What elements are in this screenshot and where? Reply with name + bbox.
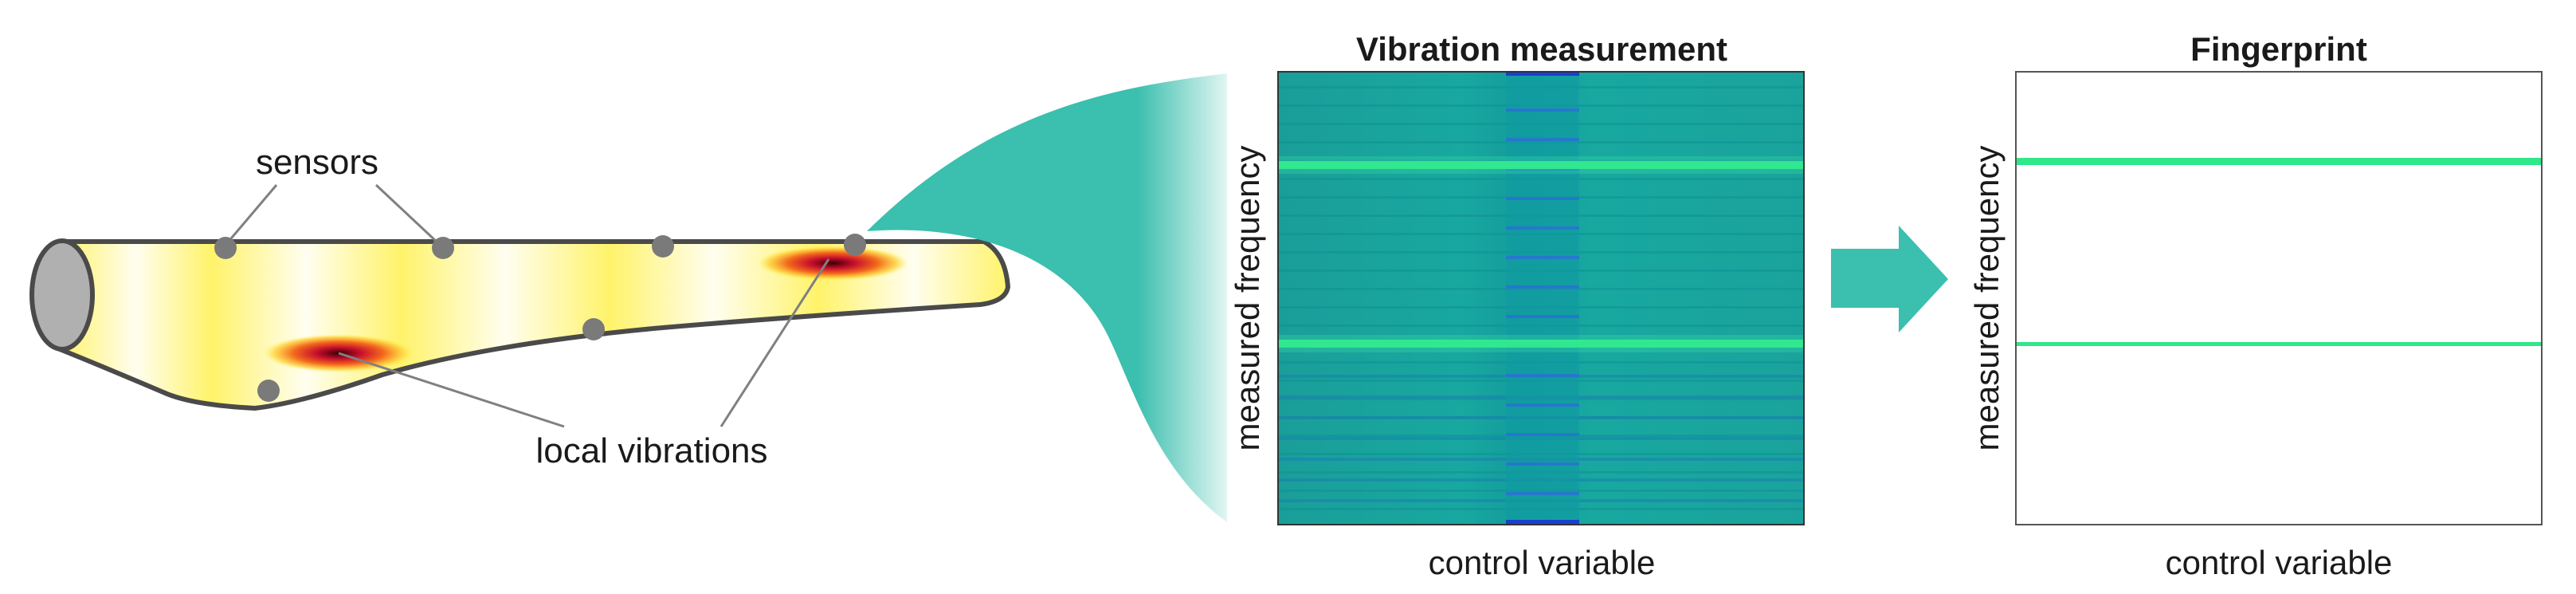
sensors xyxy=(214,234,866,402)
sensor-dot xyxy=(257,380,280,402)
heatmap-stripe-mark xyxy=(1506,226,1579,230)
heatmap-stripe-mark xyxy=(1506,285,1579,289)
fingerprint-title: Fingerprint xyxy=(2190,30,2367,68)
right-arrow xyxy=(1831,226,1948,332)
heatmap-resonance-glow xyxy=(1278,335,1804,352)
heatmap-stripe-edge xyxy=(1506,72,1579,76)
measurement-title: Vibration measurement xyxy=(1356,30,1727,68)
heatmap-stripe-mark xyxy=(1506,138,1579,141)
heatmap-resonance-line xyxy=(1278,340,1804,348)
local-vibration-hotspot xyxy=(757,246,908,281)
wind-turbine-blade: sensors local vibrations xyxy=(29,143,1011,470)
heatmap-stripe-mark xyxy=(1506,462,1579,466)
heatmap-resonance-glow xyxy=(1278,156,1804,174)
measurement-y-label: measured frequency xyxy=(1229,146,1266,451)
blade-root-cap xyxy=(29,238,95,352)
sensor-dot xyxy=(582,318,605,340)
heatmap-stripe-mark xyxy=(1506,197,1579,200)
heatmap-stripe-edge xyxy=(1506,520,1579,525)
local-vibrations-label: local vibrations xyxy=(535,431,767,470)
fingerprint-y-label: measured frequency xyxy=(1968,146,2006,451)
vibration-measurement-panel: Vibration measurement measured frequency… xyxy=(1229,30,1805,581)
heatmap-stripe-mark xyxy=(1506,374,1579,377)
fingerprint-plot xyxy=(2015,71,2543,525)
heatmap-stripe-mark xyxy=(1506,403,1579,407)
heatmap-stripe-mark xyxy=(1506,108,1579,112)
sensor-dot xyxy=(214,237,237,259)
fingerprint-x-label: control variable xyxy=(2166,544,2393,581)
funnel-shape xyxy=(867,73,1227,522)
leader-lines xyxy=(225,183,830,428)
sensor-dot xyxy=(652,235,674,258)
heatmap-resonance-line xyxy=(1278,161,1804,169)
measurement-heatmap xyxy=(1278,72,1804,525)
heatmap-stripe-mark xyxy=(1506,492,1579,495)
heatmap-stripe-column xyxy=(1506,72,1579,525)
sensor-dot xyxy=(432,237,454,259)
fingerprint-line-lower xyxy=(2017,342,2541,346)
fingerprint-panel: Fingerprint measured frequency control v… xyxy=(1968,30,2543,581)
sensors-label: sensors xyxy=(256,143,378,182)
heatmap-stripe-mark xyxy=(1506,315,1579,318)
heatmap-stripe-mark xyxy=(1506,433,1579,436)
heatmap-stripe-mark xyxy=(1506,256,1579,259)
fingerprint-line-upper xyxy=(2017,158,2541,165)
sensor-dot xyxy=(844,234,866,256)
heatmap-frame xyxy=(1277,71,1805,525)
measurement-x-label: control variable xyxy=(1429,544,1656,581)
